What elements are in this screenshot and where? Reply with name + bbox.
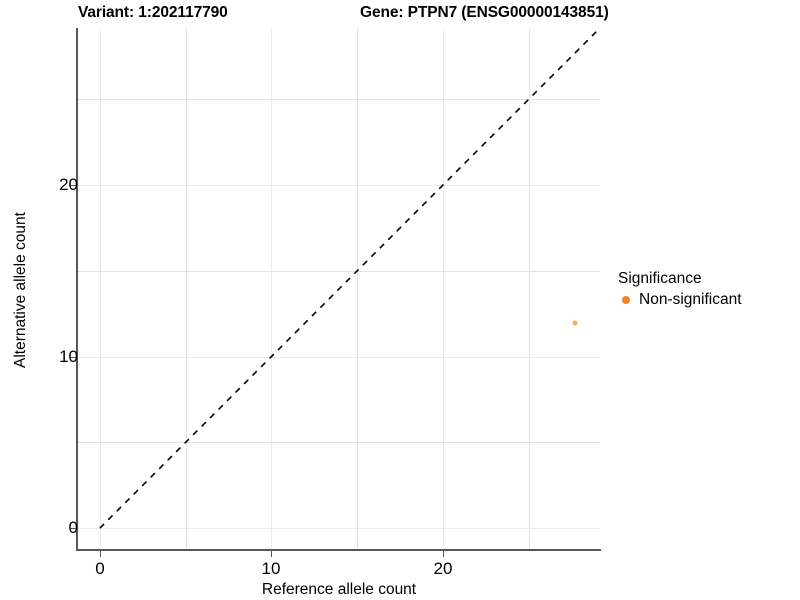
x-tick-label-10: 10 <box>261 559 281 578</box>
plot-panel <box>78 27 601 550</box>
y-axis-title: Alternative allele count <box>12 212 29 368</box>
variant-title: Variant: 1:202117790 <box>78 4 228 21</box>
gridline-vertical-25 <box>528 28 530 550</box>
gridline-horizontal-15 <box>78 270 600 272</box>
x-tick-mark-0 <box>100 551 101 557</box>
y-tick-label-20: 20 <box>59 175 78 194</box>
x-axis-title: Reference allele count <box>261 581 417 598</box>
x-tick-label-0: 0 <box>95 559 105 578</box>
gridline-vertical-10 <box>271 28 273 550</box>
y-tick-label-10: 10 <box>59 347 78 366</box>
gridline-vertical-0 <box>99 28 101 550</box>
y-tick-label-0: 0 <box>68 518 78 537</box>
gridline-horizontal-10 <box>78 356 600 358</box>
x-tick-label-20: 20 <box>433 559 453 578</box>
gridline-horizontal-20 <box>78 185 600 186</box>
x-tick-mark-10 <box>271 551 272 557</box>
data-point[interactable] <box>572 320 578 326</box>
legend-item-non-significant[interactable]: Non-significant <box>618 291 793 309</box>
gridline-horizontal-25 <box>78 99 600 101</box>
gene-title: Gene: PTPN7 (ENSG00000143851) <box>360 4 609 21</box>
legend-title: Significance <box>618 270 702 287</box>
legend-dot-icon <box>618 292 634 308</box>
x-axis-line <box>77 549 601 551</box>
legend-item-label: Non-significant <box>639 291 742 308</box>
gridline-vertical-20 <box>443 28 444 550</box>
legend: Significance Non-significant <box>618 270 793 309</box>
chart-title-row: Variant: 1:202117790 Gene: PTPN7 (ENSG00… <box>0 4 800 26</box>
y-tick-mark-10 <box>70 357 76 358</box>
gridline-horizontal-5 <box>78 442 600 444</box>
identity-reference-line <box>99 27 601 529</box>
y-tick-mark-0 <box>70 528 76 529</box>
gridline-vertical-5 <box>185 28 187 550</box>
gridline-horizontal-0 <box>78 528 600 530</box>
gridline-vertical-15 <box>357 28 359 550</box>
y-axis-line <box>76 28 78 551</box>
y-tick-mark-20 <box>70 185 76 186</box>
x-tick-mark-20 <box>443 551 444 557</box>
